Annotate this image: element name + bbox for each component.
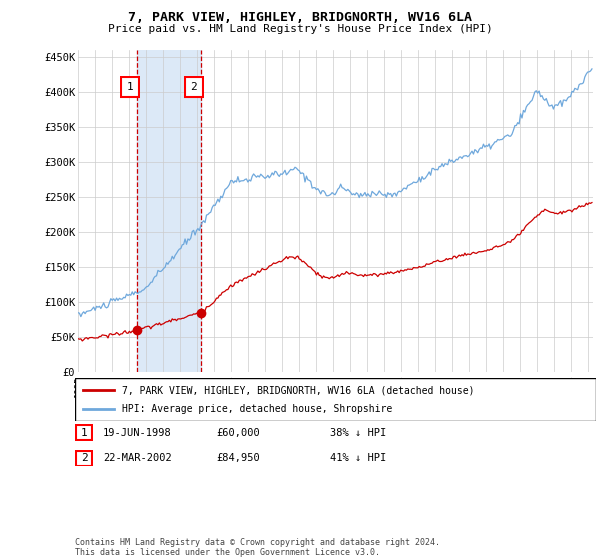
Text: 2: 2 bbox=[190, 82, 197, 92]
Text: 7, PARK VIEW, HIGHLEY, BRIDGNORTH, WV16 6LA (detached house): 7, PARK VIEW, HIGHLEY, BRIDGNORTH, WV16 … bbox=[122, 385, 475, 395]
Text: HPI: Average price, detached house, Shropshire: HPI: Average price, detached house, Shro… bbox=[122, 404, 392, 414]
Text: 19-JUN-1998: 19-JUN-1998 bbox=[103, 428, 172, 438]
Text: 7, PARK VIEW, HIGHLEY, BRIDGNORTH, WV16 6LA: 7, PARK VIEW, HIGHLEY, BRIDGNORTH, WV16 … bbox=[128, 11, 472, 24]
Text: Price paid vs. HM Land Registry's House Price Index (HPI): Price paid vs. HM Land Registry's House … bbox=[107, 24, 493, 34]
Text: 38% ↓ HPI: 38% ↓ HPI bbox=[330, 428, 386, 438]
Text: Contains HM Land Registry data © Crown copyright and database right 2024.
This d: Contains HM Land Registry data © Crown c… bbox=[75, 538, 440, 557]
Text: 22-MAR-2002: 22-MAR-2002 bbox=[103, 453, 172, 463]
Text: £84,950: £84,950 bbox=[216, 453, 260, 463]
Text: 1: 1 bbox=[80, 428, 88, 438]
Bar bbox=[137, 50, 200, 372]
Text: 2: 2 bbox=[80, 453, 88, 463]
Text: 1: 1 bbox=[127, 82, 133, 92]
Text: 41% ↓ HPI: 41% ↓ HPI bbox=[330, 453, 386, 463]
Text: £60,000: £60,000 bbox=[216, 428, 260, 438]
